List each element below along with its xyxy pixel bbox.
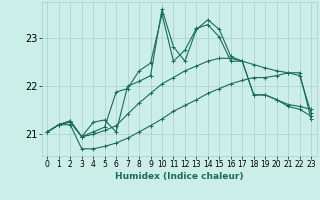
X-axis label: Humidex (Indice chaleur): Humidex (Indice chaleur) [115,172,244,181]
